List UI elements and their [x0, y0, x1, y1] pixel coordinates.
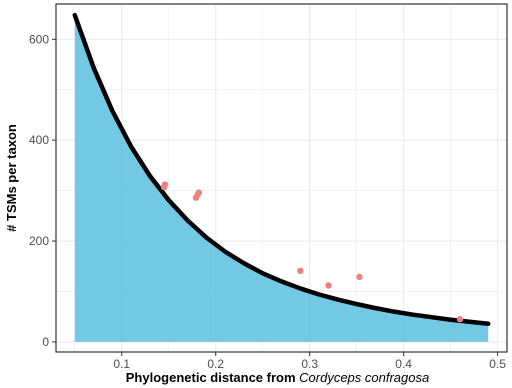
x-tick-label: 0.1: [113, 357, 130, 371]
data-point: [297, 267, 304, 274]
x-axis-ticks: 0.1 0.2 0.3 0.4 0.5: [113, 352, 506, 371]
x-tick-label: 0.2: [207, 357, 224, 371]
x-axis-title: Phylogenetic distance from Cordyceps con…: [126, 370, 429, 385]
x-axis-title-prefix: Phylogenetic distance from: [126, 370, 299, 385]
y-axis-ticks: 0 200 400 600: [29, 32, 56, 349]
panel-border: [55, 3, 508, 353]
x-tick-label: 0.3: [301, 357, 318, 371]
y-tick-label: 0: [42, 335, 49, 349]
y-tick-label: 200: [29, 234, 49, 248]
data-point: [325, 282, 332, 289]
data-point: [161, 181, 169, 188]
x-axis-title-species: Cordyceps confragosa: [299, 370, 429, 385]
data-point: [356, 273, 363, 281]
x-tick-label: 0.4: [395, 357, 412, 371]
x-tick-label: 0.5: [489, 357, 506, 371]
data-point: [456, 316, 464, 323]
y-axis-title: # TSMs per taxon: [4, 124, 19, 232]
fitted-curve: [72, 12, 491, 327]
y-tick-label: 600: [29, 32, 49, 46]
area-under-curve: [74, 15, 489, 342]
data-points: [160, 181, 464, 323]
y-tick-label: 400: [29, 133, 49, 147]
data-point: [195, 189, 203, 196]
